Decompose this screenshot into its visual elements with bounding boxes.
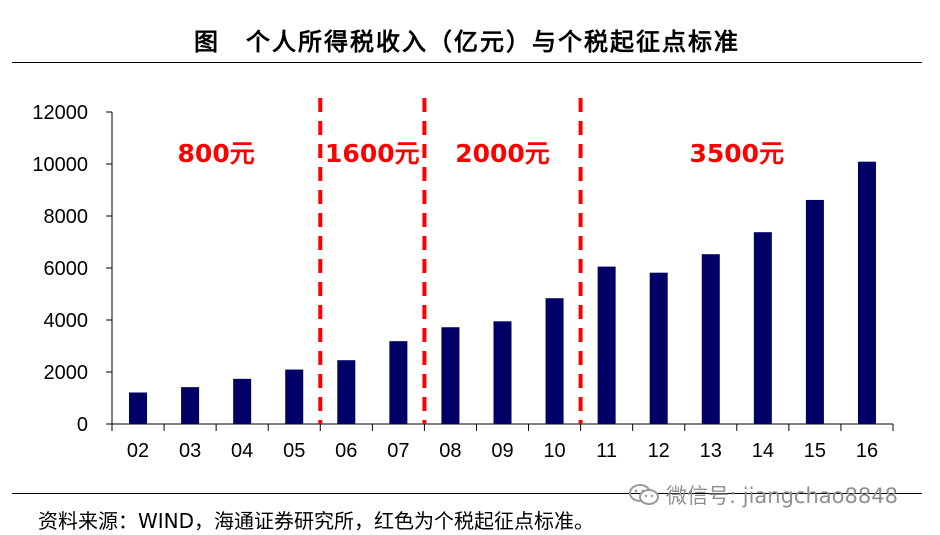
- bar-10: [545, 298, 564, 424]
- y-tick-label: 2000: [44, 362, 89, 384]
- x-tick-label: 03: [179, 440, 201, 462]
- x-tick-label: 05: [283, 440, 305, 462]
- bar-14: [753, 232, 772, 424]
- x-tick-label: 16: [856, 440, 878, 462]
- bar-03: [181, 387, 200, 424]
- bar-09: [493, 321, 512, 424]
- x-tick-label: 14: [752, 440, 774, 462]
- bar-15: [805, 199, 824, 424]
- bar-12: [649, 272, 668, 424]
- x-tick-label: 11: [596, 440, 617, 462]
- title-bar: 图 个人所得税收入（亿元）与个税起征点标准: [12, 12, 922, 63]
- x-tick-label: 09: [491, 440, 513, 462]
- y-tick-label: 4000: [44, 310, 89, 332]
- wechat-watermark: 微信号: jiangchao8848: [628, 480, 898, 510]
- y-tick-label: 10000: [32, 154, 88, 176]
- threshold-label: 2000元: [455, 139, 550, 168]
- y-tick-label: 12000: [32, 102, 88, 124]
- bar-11: [597, 266, 616, 424]
- wechat-icon: [629, 484, 659, 505]
- bar-02: [129, 392, 148, 424]
- x-tick-label: 13: [700, 440, 722, 462]
- x-tick-label: 04: [231, 440, 253, 462]
- x-tick-label: 02: [127, 440, 149, 462]
- footer-divider: [12, 493, 922, 494]
- threshold-label: 3500元: [690, 139, 785, 168]
- x-tick-label: 12: [648, 440, 670, 462]
- x-tick-label: 08: [439, 440, 461, 462]
- watermark-text: 微信号: jiangchao8848: [666, 484, 898, 508]
- chart-title: 图 个人所得税收入（亿元）与个税起征点标准: [194, 27, 740, 56]
- x-tick-label: 15: [804, 440, 826, 462]
- x-tick-label: 06: [335, 440, 357, 462]
- x-tick-label: 07: [387, 440, 409, 462]
- x-tick-label: 10: [543, 440, 565, 462]
- threshold-label: 800元: [178, 139, 255, 168]
- bar-05: [285, 369, 304, 424]
- threshold-label: 1600元: [325, 139, 420, 168]
- bar-04: [233, 378, 252, 424]
- y-tick-label: 8000: [44, 206, 89, 228]
- bar-16: [857, 161, 876, 424]
- bar-06: [337, 360, 356, 424]
- bar-13: [701, 254, 720, 424]
- bar-08: [441, 327, 460, 424]
- bar-07: [389, 341, 408, 424]
- y-tick-label: 0: [77, 414, 88, 436]
- source-note: 资料来源：WIND，海通证券研究所，红色为个税起征点标准。: [38, 509, 595, 533]
- y-tick-label: 6000: [44, 258, 89, 280]
